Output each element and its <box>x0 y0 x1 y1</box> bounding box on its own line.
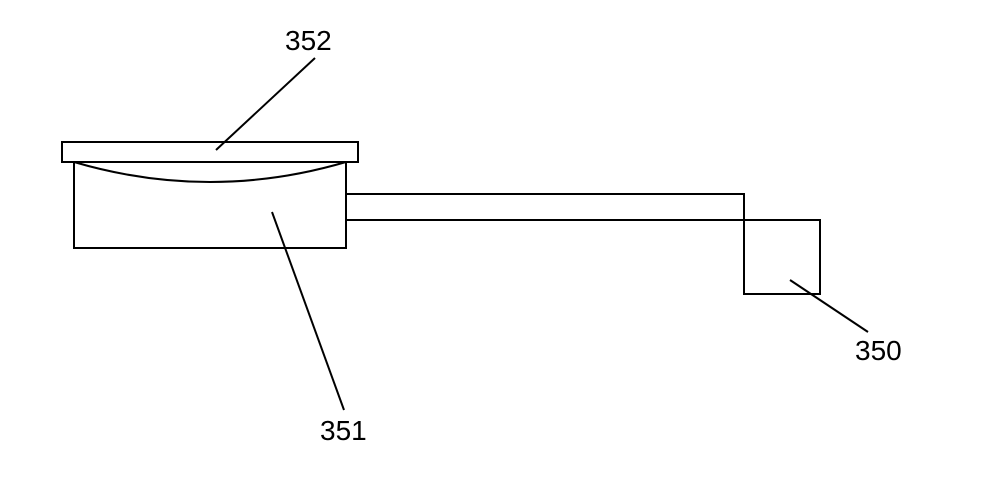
label-351: 351 <box>320 415 367 446</box>
leader-352 <box>216 58 315 150</box>
part-top-plate <box>62 142 358 162</box>
leader-350 <box>790 280 868 332</box>
part-arm <box>346 194 744 220</box>
label-352: 352 <box>285 25 332 56</box>
part-main-body <box>74 162 346 248</box>
label-350: 350 <box>855 335 902 366</box>
diagram-canvas: 352 351 350 <box>0 0 1000 501</box>
part-end-block <box>744 220 820 294</box>
part-concave-arc <box>74 162 346 182</box>
leader-351 <box>272 212 344 410</box>
